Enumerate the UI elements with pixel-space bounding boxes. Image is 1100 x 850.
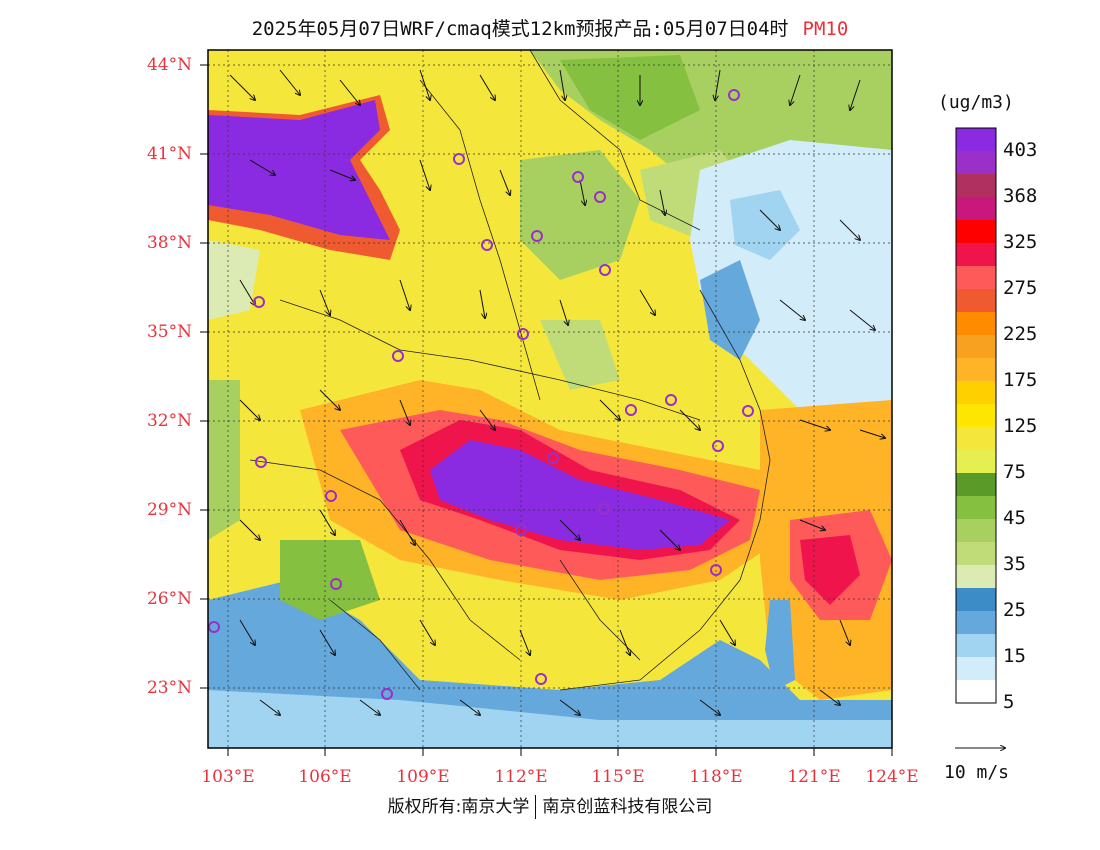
lat-label: 23°N (146, 678, 192, 698)
wind-vectors (229, 69, 885, 715)
legend-swatch (956, 634, 996, 657)
legend-label: 403 (1003, 139, 1038, 161)
legend-swatch (956, 680, 996, 703)
legend-swatch (956, 243, 996, 266)
map-title: 2025年05月07日WRF/cmaq模式12km预报产品:05月07日04时 P… (0, 14, 1100, 41)
legend-swatch (956, 542, 996, 565)
vector-ref-label: 10 m/s (944, 762, 1010, 783)
copyright-credit: 版权所有:南京大学 南京创蓝科技有限公司 (0, 792, 1100, 819)
legend-swatch (956, 197, 996, 220)
legend-swatch (956, 657, 996, 680)
credit-right: 南京创蓝科技有限公司 (542, 797, 713, 817)
lon-label: 112°E (494, 767, 548, 787)
legend-swatch (956, 496, 996, 519)
legend-swatch (956, 220, 996, 243)
legend-unit: (ug/m3) (938, 92, 1014, 113)
lon-label: 118°E (689, 767, 743, 787)
lon-label: 106°E (298, 767, 352, 787)
legend-swatch (956, 312, 996, 335)
legend-colorbar (955, 127, 997, 704)
legend-swatch (956, 450, 996, 473)
legend-label: 15 (1003, 645, 1026, 667)
lon-label: 115°E (591, 767, 645, 787)
legend-label: 45 (1003, 507, 1026, 529)
legend-label: 25 (1003, 599, 1026, 621)
lat-label: 44°N (146, 55, 192, 75)
legend-swatch (956, 151, 996, 174)
concentration-field (208, 50, 892, 748)
legend-label: 325 (1003, 231, 1038, 253)
credit-left: 版权所有:南京大学 (387, 797, 530, 817)
legend-swatch (956, 174, 996, 197)
lat-label: 26°N (146, 589, 192, 609)
lat-label: 35°N (146, 322, 192, 342)
lon-label: 109°E (396, 767, 450, 787)
legend-border (955, 127, 997, 704)
legend-swatch (956, 473, 996, 496)
legend-swatch (956, 427, 996, 450)
legend-swatch (956, 128, 996, 151)
legend-swatch (956, 266, 996, 289)
legend-swatch (956, 335, 996, 358)
lon-label: 103°E (201, 767, 255, 787)
legend-swatch (956, 381, 996, 404)
legend-label: 75 (1003, 461, 1026, 483)
legend-swatch (956, 611, 996, 634)
lon-label: 124°E (865, 767, 919, 787)
legend-label: 225 (1003, 323, 1038, 345)
legend-label: 125 (1003, 415, 1038, 437)
legend-swatch (956, 289, 996, 312)
legend-label: 175 (1003, 369, 1038, 391)
legend-swatch (956, 358, 996, 381)
legend-swatch (956, 404, 996, 427)
legend-swatch (956, 588, 996, 611)
legend-label: 275 (1003, 277, 1038, 299)
lon-label: 121°E (787, 767, 841, 787)
title-text: 2025年05月07日WRF/cmaq模式12km预报产品:05月07日04时 (251, 18, 789, 40)
pollutant-label: PM10 (802, 18, 849, 40)
legend-swatch (956, 565, 996, 588)
legend-swatch (956, 519, 996, 542)
lat-label: 29°N (146, 500, 192, 520)
legend-label: 5 (1003, 691, 1015, 713)
lat-label: 41°N (146, 144, 192, 164)
credit-divider (535, 795, 537, 819)
lat-label: 32°N (146, 411, 192, 431)
city-markers (208, 89, 754, 700)
legend-label: 35 (1003, 553, 1026, 575)
legend-label: 368 (1003, 185, 1038, 207)
lat-label: 38°N (146, 233, 192, 253)
